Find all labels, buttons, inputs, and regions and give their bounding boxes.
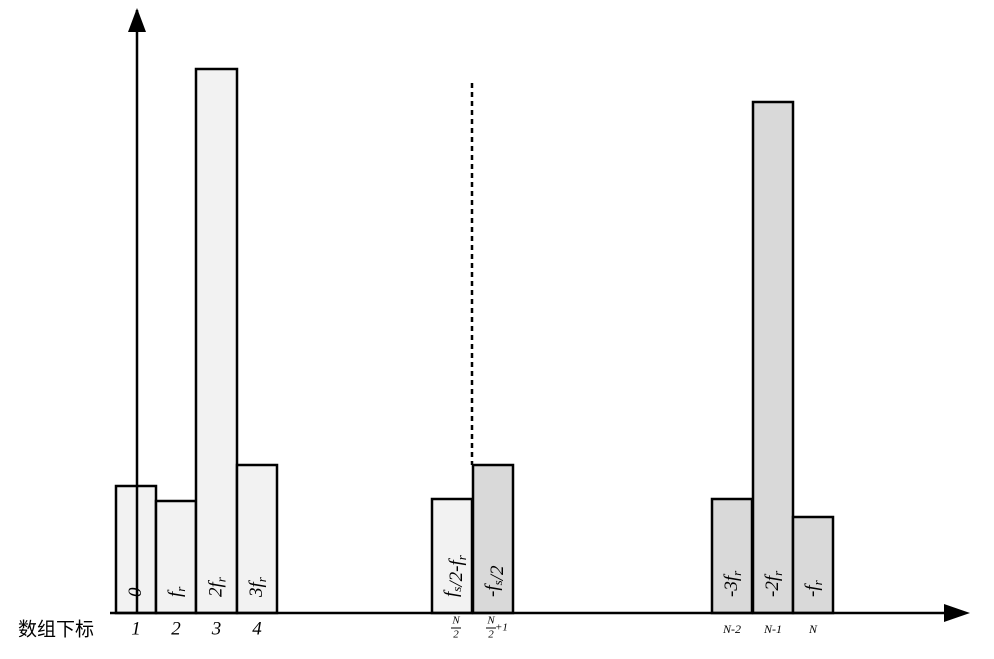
label-sub: s — [490, 580, 505, 585]
bar-label: -2fr — [762, 570, 785, 597]
label-sub: r — [729, 570, 744, 576]
label-sub: r — [810, 579, 825, 585]
label-part: -f — [482, 583, 503, 597]
label-part: f — [165, 589, 186, 597]
label-part: 3f — [246, 580, 267, 599]
bars: 01fr22fr33fr4fs/2-frN2-fs/2N2+1-3frN-2-2… — [114, 67, 835, 641]
index-label: 2 — [171, 618, 181, 639]
bar — [710, 497, 754, 615]
index-suffix: +1 — [495, 622, 508, 634]
label-part: /2-f — [446, 558, 467, 588]
bar-label: 2fr — [206, 576, 229, 597]
label-sub: r — [213, 576, 228, 582]
label-sub: r — [770, 570, 785, 576]
index-label: 3 — [211, 618, 222, 639]
index-label: N-1 — [763, 622, 782, 636]
index-label: N-2 — [722, 622, 741, 636]
bar — [751, 100, 795, 615]
index-den: 2 — [453, 629, 459, 641]
x-arrow — [944, 604, 970, 622]
bar — [791, 515, 835, 615]
bar-label: fs/2-fr — [441, 554, 469, 597]
index-num: N — [486, 615, 495, 627]
label-sub: r — [254, 576, 269, 582]
label-part: -f — [802, 583, 823, 597]
bar-label: fr — [165, 586, 188, 597]
index-den: 2 — [488, 629, 494, 641]
label-part: -3f — [721, 573, 742, 597]
index-num: N — [451, 615, 460, 627]
bar-label: 3fr — [246, 576, 269, 598]
bar-label: -fs/2 — [482, 565, 508, 597]
bar-label: -3fr — [721, 570, 744, 597]
bar — [154, 499, 198, 615]
bar — [235, 463, 279, 615]
y-arrow — [128, 8, 146, 32]
label-part: -2f — [762, 573, 783, 597]
index-label: N — [808, 622, 818, 636]
index-label: 4 — [252, 618, 262, 639]
label-sub: r — [173, 586, 188, 592]
label-sub: r — [454, 554, 469, 560]
bar — [194, 67, 239, 615]
axis-title: 数组下标 — [18, 619, 94, 641]
bar-label: -fr — [802, 579, 825, 597]
index-label: 1 — [131, 618, 141, 639]
label-part: f — [441, 589, 462, 597]
label-part: 2f — [206, 580, 227, 598]
label-sub: s — [449, 587, 464, 592]
label-part: /2 — [487, 565, 508, 581]
